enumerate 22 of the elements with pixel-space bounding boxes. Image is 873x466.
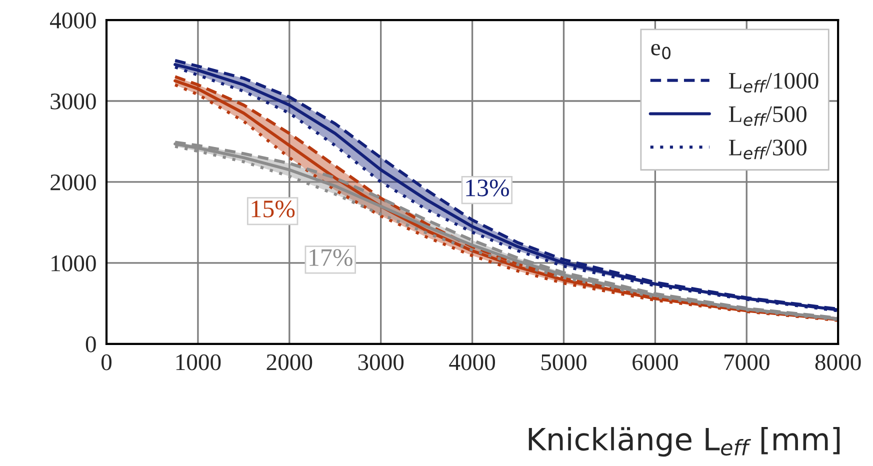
y-tick-label: 2000 bbox=[50, 174, 96, 190]
legend-label: L$_{eff}$/300 bbox=[728, 140, 806, 160]
annotation: 13% bbox=[466, 179, 509, 196]
y-tick-label: 4000 bbox=[50, 12, 96, 28]
x-tick-label: 4000 bbox=[449, 354, 496, 370]
y-tick-label: 1000 bbox=[52, 255, 96, 272]
x-tick-label: 2000 bbox=[266, 354, 312, 370]
x-tick-label: 7000 bbox=[724, 354, 770, 370]
x-tick-label: 6000 bbox=[632, 354, 678, 370]
legend-title: e$_{0}$ bbox=[651, 44, 670, 60]
x-tick-label: 0 bbox=[102, 354, 112, 370]
x-axis-title: Knicklänge L$_{eff}$ [mm] bbox=[528, 427, 840, 457]
x-tick-label: 3000 bbox=[358, 354, 404, 370]
x-tick-label: 5000 bbox=[542, 354, 586, 370]
y-tick-label: 0 bbox=[86, 336, 96, 352]
x-tick-label: 8000 bbox=[815, 354, 861, 370]
legend-label: L$_{eff}$/500 bbox=[728, 106, 806, 126]
annotation: 15% bbox=[252, 200, 295, 218]
legend-label: L$_{eff}$/1000 bbox=[728, 72, 818, 93]
x-tick-label: 1000 bbox=[176, 354, 221, 370]
y-tick-label: 3000 bbox=[50, 93, 96, 110]
annotation: 17% bbox=[310, 249, 352, 266]
